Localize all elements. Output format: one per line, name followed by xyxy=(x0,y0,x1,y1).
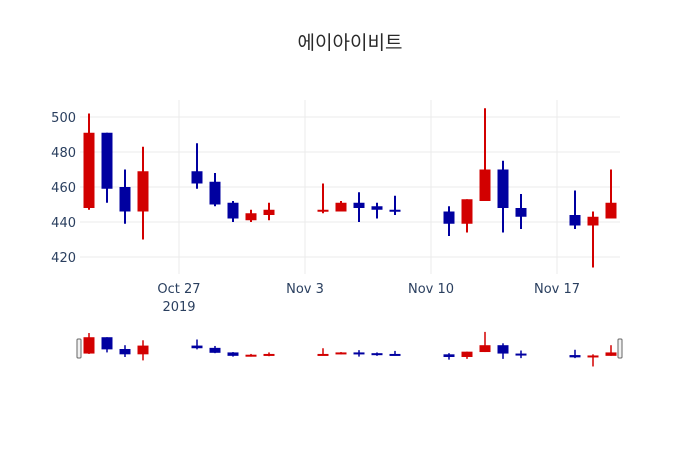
candle[interactable] xyxy=(209,173,221,207)
slider-candle xyxy=(335,352,347,355)
y-tick-label: 420 xyxy=(51,251,76,266)
candle[interactable] xyxy=(353,192,365,222)
x-tick-label: Nov 3 xyxy=(286,282,324,297)
slider-candle xyxy=(209,345,221,354)
candle[interactable] xyxy=(479,108,491,201)
slider-candle xyxy=(443,353,455,360)
x-axis: Oct 27 2019 Nov 3 Nov 10 Nov 17 xyxy=(157,282,580,315)
slider-candle xyxy=(191,339,203,350)
slider-candle xyxy=(101,337,113,353)
gridlines xyxy=(80,100,620,274)
candle[interactable] xyxy=(587,211,599,268)
candle[interactable] xyxy=(119,169,131,224)
x-tick-label: Oct 27 xyxy=(157,282,200,297)
slider-candle xyxy=(587,354,599,367)
candle[interactable] xyxy=(83,113,95,210)
slider-candle xyxy=(227,352,239,357)
slider-candle xyxy=(515,350,527,359)
range-slider-left-handle[interactable] xyxy=(76,338,82,359)
range-slider-right-handle[interactable] xyxy=(617,338,623,359)
candle[interactable] xyxy=(263,202,275,221)
y-tick-label: 440 xyxy=(51,216,76,231)
candle[interactable] xyxy=(461,199,473,233)
slider-candle xyxy=(263,352,275,357)
slider-candle xyxy=(389,350,401,356)
slider-candle xyxy=(353,350,365,357)
candle[interactable] xyxy=(515,194,527,229)
candle[interactable] xyxy=(137,146,149,240)
candle[interactable] xyxy=(101,132,113,203)
candle[interactable] xyxy=(227,201,239,222)
candle[interactable] xyxy=(569,190,581,230)
slider-candle xyxy=(371,352,383,356)
y-tick-label: 480 xyxy=(51,146,76,161)
slider-candle xyxy=(137,340,149,361)
y-tick-label: 500 xyxy=(51,111,76,126)
candle[interactable] xyxy=(245,209,257,222)
candles-main[interactable] xyxy=(83,108,617,268)
x-tick-label: Nov 17 xyxy=(534,282,580,297)
candle[interactable] xyxy=(389,195,401,215)
x-tick-year-label: 2019 xyxy=(162,300,195,315)
slider-candle xyxy=(317,348,329,356)
candle[interactable] xyxy=(335,201,347,212)
y-axis: 420 440 460 480 500 xyxy=(51,111,76,266)
candle[interactable] xyxy=(191,143,203,189)
slider-candle xyxy=(569,349,581,359)
slider-candle xyxy=(461,351,473,359)
candle[interactable] xyxy=(605,169,617,219)
slider-candle xyxy=(497,343,509,359)
slider-candle xyxy=(605,345,617,356)
range-slider[interactable] xyxy=(76,331,623,367)
slider-candle xyxy=(83,333,95,354)
y-tick-label: 460 xyxy=(51,181,76,196)
chart-title: 에이아이비트 xyxy=(297,32,403,54)
candle[interactable] xyxy=(317,183,329,214)
slider-candle xyxy=(119,345,131,357)
candle[interactable] xyxy=(443,206,455,236)
x-tick-label: Nov 10 xyxy=(408,282,454,297)
slider-candle xyxy=(245,353,257,357)
slider-candle xyxy=(479,331,491,353)
range-slider-candles xyxy=(83,331,617,367)
candle[interactable] xyxy=(371,202,383,219)
candle[interactable] xyxy=(497,160,509,233)
